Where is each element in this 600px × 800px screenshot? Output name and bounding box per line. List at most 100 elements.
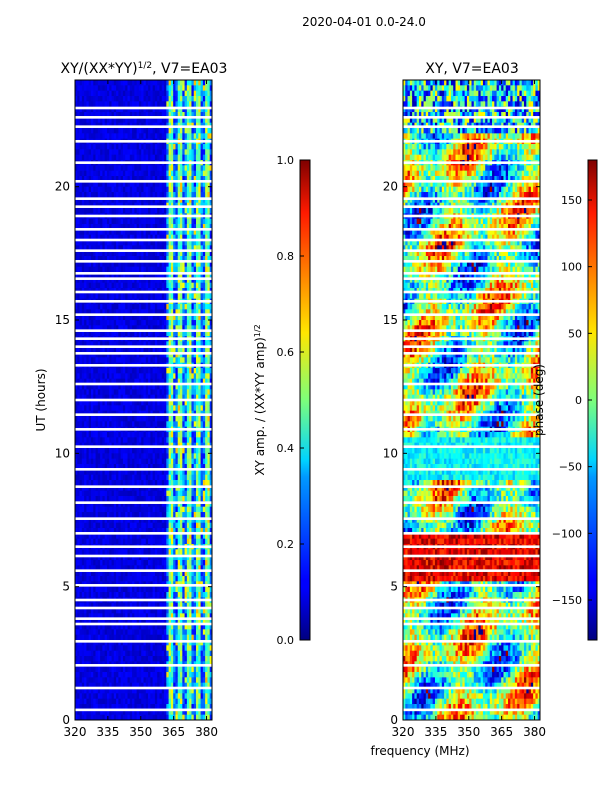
amplitude-cell (152, 506, 156, 513)
amplitude-cell (134, 85, 138, 92)
amplitude-cell (113, 533, 117, 540)
amplitude-cell (138, 517, 142, 524)
amplitude-cell (102, 341, 106, 348)
amplitude-cell (77, 645, 80, 652)
amplitude-cell (97, 432, 101, 438)
amplitude-cell (122, 613, 126, 620)
amplitude-cell (97, 565, 101, 572)
amplitude-cell (79, 261, 83, 268)
amplitude-cell (84, 650, 87, 657)
amplitude-cell (141, 464, 144, 470)
amplitude-cell (116, 176, 119, 182)
amplitude-cell (157, 693, 160, 700)
amplitude-cell (77, 106, 80, 113)
amplitude-cell (90, 368, 94, 374)
amplitude-cell (116, 645, 119, 652)
amplitude-cell (75, 650, 78, 657)
amplitude-cell (136, 149, 140, 156)
amplitude-cell (120, 368, 124, 374)
amplitude-cell (166, 117, 170, 124)
amplitude-cell (161, 453, 165, 460)
amplitude-cell (134, 538, 138, 545)
amplitude-cell (164, 416, 167, 422)
amplitude-cell (157, 666, 160, 673)
amplitude-cell (127, 586, 131, 593)
amplitude-cell (86, 368, 90, 374)
amplitude-cell (134, 346, 138, 353)
amplitude-cell (127, 277, 131, 284)
amplitude-cell (79, 240, 83, 246)
amplitude-cell (148, 709, 151, 716)
amplitude-cell (134, 522, 138, 529)
amplitude-cell (138, 224, 142, 230)
amplitude-cell (77, 256, 80, 262)
amplitude-cell (81, 469, 85, 476)
amplitude-cell (145, 373, 149, 380)
amplitude-cell (81, 133, 85, 140)
amplitude-cell (120, 613, 124, 620)
amplitude-cell (97, 234, 101, 241)
amplitude-cell (154, 416, 158, 422)
amplitude-cell (127, 698, 131, 705)
amplitude-cell (113, 330, 117, 337)
amplitude-cell (116, 453, 119, 460)
amplitude-cell (127, 181, 131, 188)
amplitude-cell (122, 677, 126, 684)
amplitude-cell (102, 325, 106, 332)
amplitude-cell (79, 234, 83, 241)
amplitude-cell (118, 421, 122, 428)
amplitude-cell (125, 272, 128, 278)
amplitude-cell (109, 586, 112, 593)
amplitude-cell (157, 528, 160, 534)
amplitude-cell (141, 389, 144, 396)
amplitude-cell (111, 672, 115, 678)
amplitude-cell (161, 341, 165, 348)
amplitude-cell (143, 96, 147, 102)
amplitude-cell (120, 192, 124, 198)
amplitude-cell (129, 133, 133, 140)
amplitude-cell (159, 186, 163, 193)
amplitude-cell (84, 101, 87, 108)
amplitude-cell (97, 181, 101, 188)
amplitude-cell (90, 400, 94, 406)
amplitude-cell (164, 682, 167, 689)
amplitude-cell (164, 266, 167, 273)
amplitude-cell (86, 154, 90, 161)
amplitude-cell (111, 154, 115, 161)
amplitude-cell (120, 96, 124, 102)
amplitude-cell (136, 186, 140, 193)
amplitude-cell (75, 405, 78, 412)
amplitude-cell (77, 613, 80, 620)
amplitude-cell (95, 197, 99, 204)
amplitude-cell (90, 234, 94, 241)
amplitude-cell (143, 186, 147, 193)
amplitude-cell (113, 682, 117, 689)
amplitude-cell (88, 666, 92, 673)
amplitude-cell (97, 629, 101, 636)
amplitude-cell (84, 405, 87, 412)
amplitude-cell (159, 261, 163, 268)
amplitude-cell (120, 464, 124, 470)
amplitude-cell (141, 416, 144, 422)
amplitude-cell (75, 224, 78, 230)
amplitude-cell (132, 373, 135, 380)
amplitude-cell (138, 469, 142, 476)
amplitude-cell (134, 309, 138, 316)
amplitude-cell (157, 101, 160, 108)
amplitude-cell (106, 656, 110, 662)
amplitude-cell (88, 368, 92, 374)
amplitude-cell (104, 112, 108, 118)
amplitude-cell (150, 469, 154, 476)
amplitude-cell (141, 330, 144, 337)
amplitude-cell (150, 378, 154, 385)
amplitude-cell (77, 634, 80, 641)
amplitude-cell (159, 613, 163, 620)
amplitude-cell (118, 490, 122, 497)
amplitude-cell (125, 154, 128, 161)
amplitude-cell (141, 261, 144, 268)
amplitude-cell (100, 645, 103, 652)
amplitude-cell (116, 688, 119, 694)
amplitude-cell (84, 229, 87, 236)
amplitude-cell (132, 256, 135, 262)
amplitude-cell (90, 624, 94, 630)
